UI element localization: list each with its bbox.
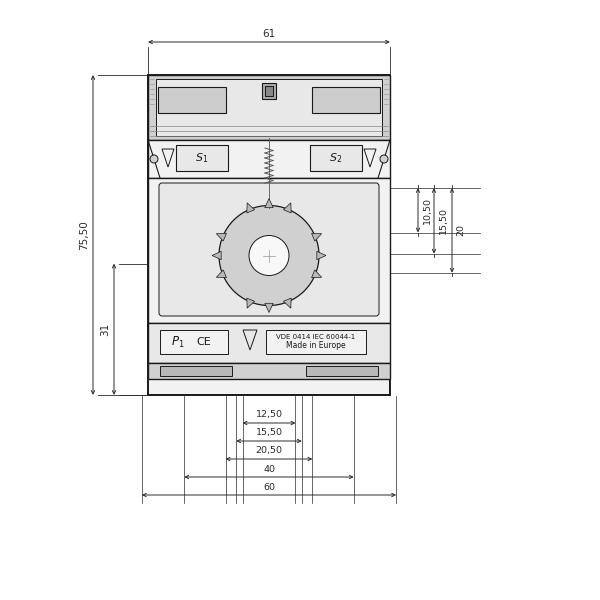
Bar bbox=[148, 323, 390, 363]
Polygon shape bbox=[283, 298, 291, 308]
Bar bbox=[265, 86, 273, 96]
Text: 10,50: 10,50 bbox=[422, 197, 431, 224]
Polygon shape bbox=[212, 251, 221, 260]
Text: 61: 61 bbox=[262, 29, 275, 39]
Text: 60: 60 bbox=[263, 482, 275, 491]
Text: VDE 0414 IEC 60044-1: VDE 0414 IEC 60044-1 bbox=[277, 334, 356, 340]
Polygon shape bbox=[247, 203, 254, 213]
Bar bbox=[158, 87, 226, 113]
Bar bbox=[312, 87, 380, 113]
Bar bbox=[262, 83, 276, 99]
Text: CE: CE bbox=[197, 337, 211, 347]
Text: 12,50: 12,50 bbox=[256, 410, 283, 419]
Polygon shape bbox=[217, 233, 226, 241]
Polygon shape bbox=[265, 304, 273, 313]
Text: 75,50: 75,50 bbox=[79, 220, 89, 250]
Bar bbox=[176, 145, 228, 171]
Bar bbox=[148, 75, 390, 395]
Text: 40: 40 bbox=[263, 464, 275, 473]
Bar bbox=[263, 241, 275, 271]
Text: 15,50: 15,50 bbox=[439, 208, 448, 235]
Polygon shape bbox=[217, 270, 226, 278]
Polygon shape bbox=[311, 270, 322, 278]
Polygon shape bbox=[317, 251, 326, 260]
Bar bbox=[156, 79, 382, 136]
Bar bbox=[306, 366, 378, 376]
Bar bbox=[148, 140, 390, 178]
Text: $S_1$: $S_1$ bbox=[196, 151, 209, 165]
Text: $S_2$: $S_2$ bbox=[329, 151, 343, 165]
Circle shape bbox=[219, 205, 319, 305]
Polygon shape bbox=[283, 203, 291, 213]
Text: 31: 31 bbox=[100, 323, 110, 336]
FancyBboxPatch shape bbox=[159, 183, 379, 316]
Circle shape bbox=[150, 155, 158, 163]
Bar bbox=[310, 145, 362, 171]
Polygon shape bbox=[265, 199, 273, 208]
Polygon shape bbox=[311, 233, 322, 241]
Polygon shape bbox=[247, 298, 254, 308]
Bar bbox=[148, 363, 390, 379]
Bar bbox=[266, 330, 366, 354]
Circle shape bbox=[249, 235, 289, 275]
Text: Made in Europe: Made in Europe bbox=[286, 341, 346, 350]
Circle shape bbox=[380, 155, 388, 163]
Bar bbox=[160, 330, 228, 354]
Bar bbox=[148, 178, 390, 323]
Text: $P_1$: $P_1$ bbox=[171, 334, 185, 350]
Text: 15,50: 15,50 bbox=[256, 428, 283, 437]
Text: 20,50: 20,50 bbox=[256, 446, 283, 455]
Text: 20: 20 bbox=[457, 224, 466, 236]
Bar bbox=[254, 250, 284, 262]
Bar bbox=[160, 366, 232, 376]
Bar bbox=[148, 75, 390, 140]
